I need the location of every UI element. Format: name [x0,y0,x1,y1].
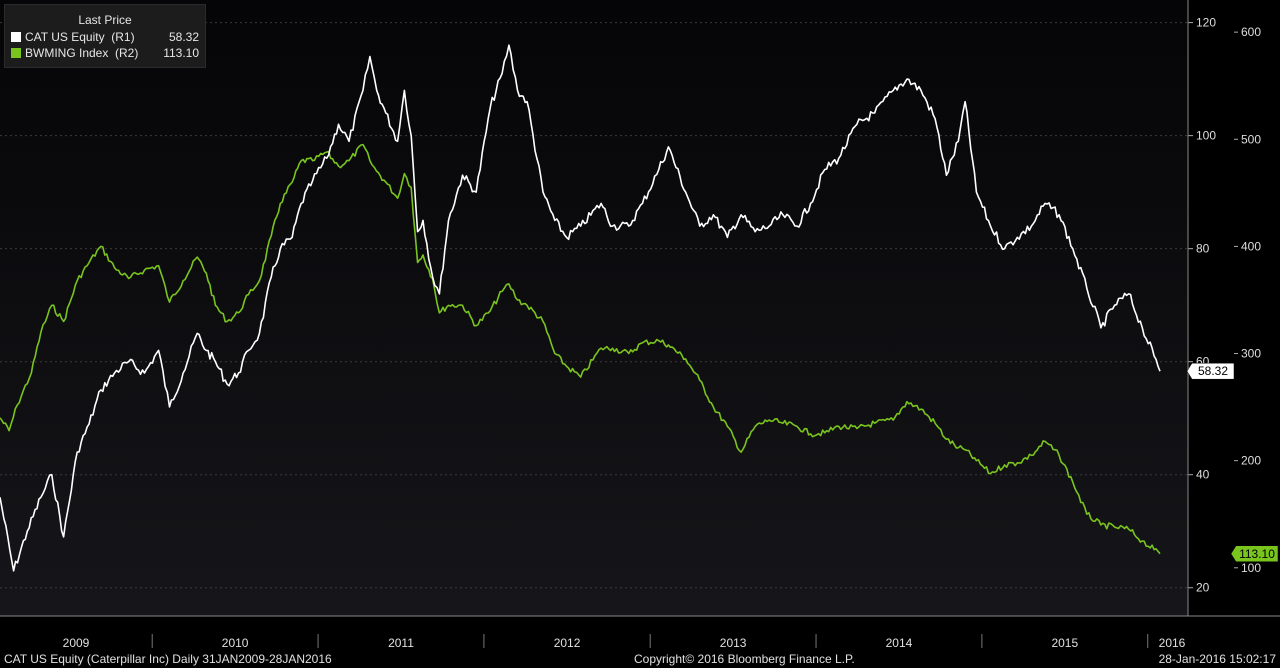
series-layer [0,44,1161,572]
last-value-tag-cat-text: 58.32 [1198,364,1228,378]
tick-label-r1: 20 [1196,581,1210,595]
tick-label-r2: 400 [1241,239,1261,253]
x-tick-label: 2012 [554,636,581,650]
legend: Last Price CAT US Equity (R1) 58.32 BWMI… [4,4,206,68]
legend-value-cat: 58.32 [168,30,199,44]
x-tick-label: 2009 [63,636,90,650]
series-line-cat [0,44,1161,572]
tick-label-r2: 500 [1241,132,1261,146]
legend-label-cat: CAT US Equity (R1) [25,30,135,44]
legend-swatch-bwming [11,48,21,58]
grid-layer [0,22,1188,589]
legend-value-bwming: 113.10 [163,46,199,60]
legend-swatch-cat [11,32,21,42]
x-tick-label: 2011 [388,636,414,650]
footer-security-info: CAT US Equity (Caterpillar Inc) Daily 31… [4,652,332,666]
tick-label-r1: 80 [1196,242,1210,256]
x-tick-label: 2015 [1051,636,1078,650]
x-tick-label: 2013 [720,636,747,650]
tick-label-r2: 600 [1241,25,1261,39]
footer-copyright: Copyright© 2016 Bloomberg Finance L.P. [634,652,855,666]
x-tick-label: 2016 [1159,636,1186,650]
legend-item-cat: CAT US Equity (R1) 58.32 [5,29,205,45]
footer-timestamp: 28-Jan-2016 15:02:17 [1158,652,1276,666]
tick-label-r1: 120 [1196,16,1216,30]
plot-background [0,0,1188,616]
x-tick-label: 2010 [222,636,249,650]
legend-item-bwming: BWMING Index (R2) 113.10 [5,45,205,61]
last-value-tag-cat-box [1186,362,1235,380]
last-value-tag-cat: 58.32 [1186,362,1235,380]
x-tick-label: 2014 [886,636,913,650]
last-value-tag-bwming-text: 113.10 [1239,547,1275,561]
tick-label-r1: 100 [1196,129,1216,143]
last-value-tag-bwming-box [1230,545,1279,563]
tick-label-r2: 200 [1241,454,1261,468]
tick-label-r2: 300 [1241,347,1261,361]
legend-label-bwming: BWMING Index (R2) [25,46,139,60]
legend-title: Last Price [78,13,132,27]
last-value-tag-bwming: 113.10 [1230,545,1279,563]
tick-label-r1: 40 [1196,468,1210,482]
series-line-bwming [0,143,1161,555]
tick-label-r2: 100 [1241,561,1261,575]
